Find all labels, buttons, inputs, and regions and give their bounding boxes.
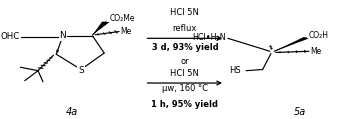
Text: HCl 5N: HCl 5N (170, 69, 199, 77)
Text: CO₂H: CO₂H (309, 31, 329, 40)
Polygon shape (93, 22, 109, 35)
Text: μw, 160 °C: μw, 160 °C (162, 84, 208, 93)
Text: reflux: reflux (173, 24, 197, 33)
Text: Me: Me (310, 47, 322, 56)
Text: CO₂Me: CO₂Me (109, 14, 135, 23)
Text: or: or (181, 57, 189, 66)
Text: Me: Me (121, 27, 132, 36)
Text: 5a: 5a (294, 107, 306, 117)
Text: HCl•H₂N: HCl•H₂N (193, 33, 226, 42)
Text: S: S (78, 66, 84, 75)
Text: N: N (59, 32, 66, 40)
Text: HS: HS (230, 66, 241, 75)
Text: 3 d, 93% yield: 3 d, 93% yield (151, 43, 218, 52)
Polygon shape (274, 37, 309, 51)
Text: HCl 5N: HCl 5N (170, 8, 199, 17)
Text: 4a: 4a (65, 107, 78, 117)
Text: 1 h, 95% yield: 1 h, 95% yield (151, 100, 218, 109)
Text: OHC: OHC (1, 32, 20, 41)
